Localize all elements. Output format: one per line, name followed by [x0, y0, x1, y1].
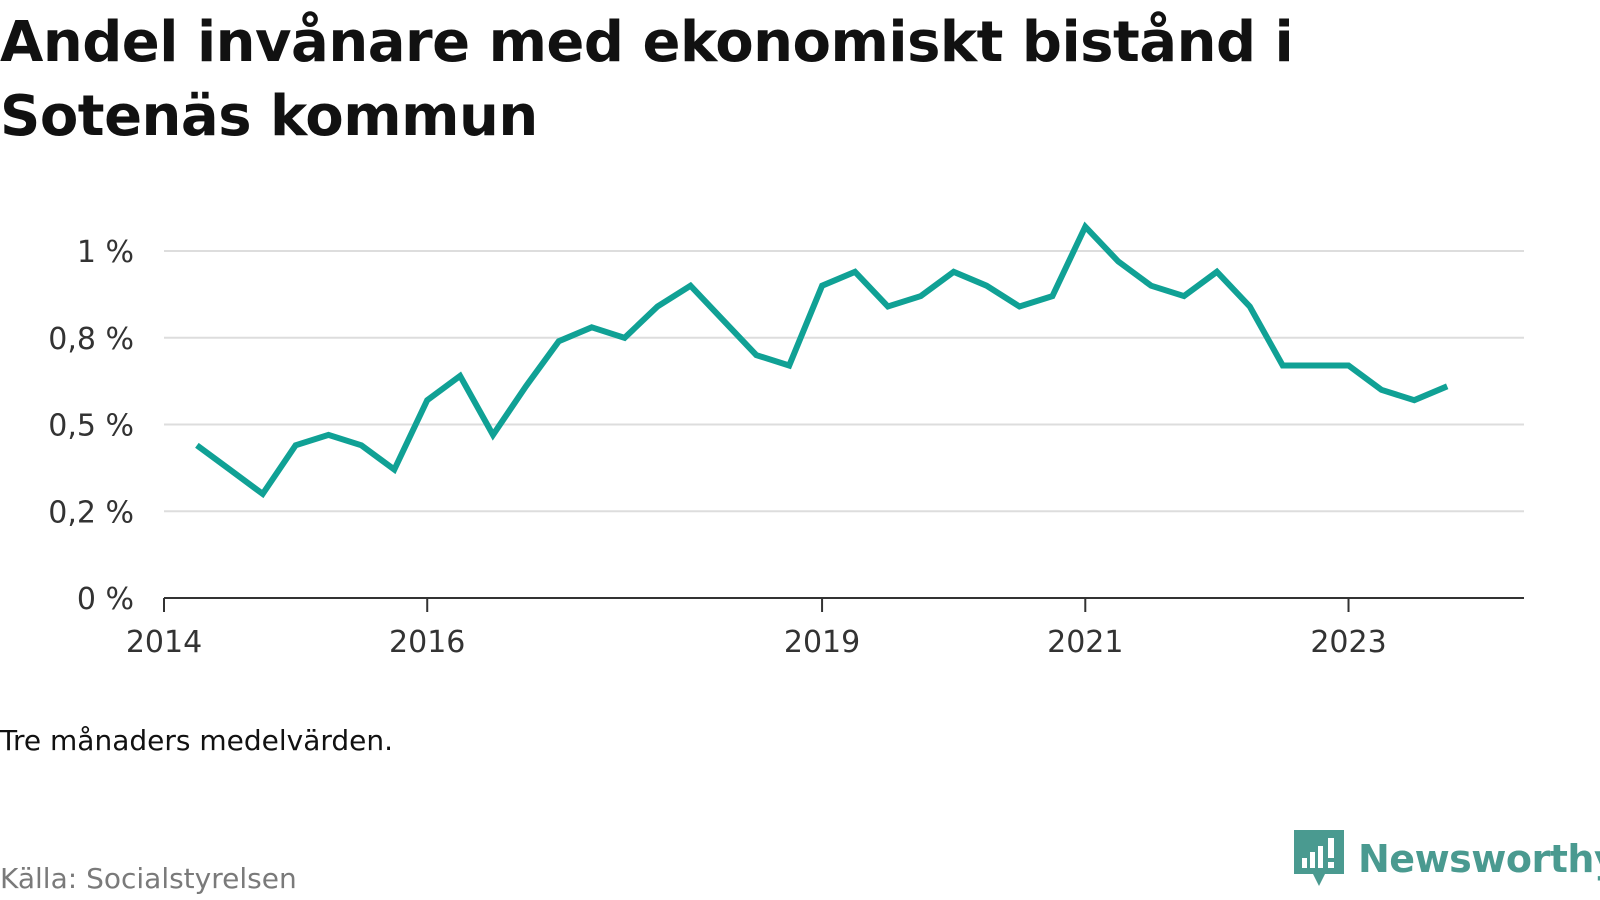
- y-tick-label: 0 %: [77, 582, 134, 617]
- newsworthy-logo-icon: [1294, 830, 1344, 886]
- y-tick-label: 0,8 %: [48, 322, 134, 357]
- series-layer: [195, 221, 1449, 499]
- x-tick-label: 2014: [126, 625, 202, 660]
- x-tick-label: 2023: [1310, 625, 1386, 660]
- line-chart: 0 %0,2 %0,5 %0,8 %1 % 2014 2016 2019 2021 20…: [48, 221, 1524, 660]
- x-axis: 2014 2016 2019 2021 2023: [126, 597, 1524, 660]
- x-tick-label: 2019: [784, 625, 860, 660]
- gridlines: [164, 250, 1524, 513]
- series-line: [195, 221, 1449, 499]
- brand-logo: Newsworthy: [1294, 830, 1600, 888]
- brand-name: Newsworthy: [1358, 837, 1600, 881]
- chart-note: Tre månaders medelvärden.: [0, 724, 394, 757]
- x-tick-label: 2021: [1047, 625, 1123, 660]
- y-axis-tick-labels: 0 % 0,2 % 0,5 % 0,8 % 1 %: [48, 235, 134, 617]
- x-tick-label: 2016: [389, 625, 465, 660]
- source-credit: Källa: Socialstyrelsen: [0, 862, 297, 895]
- y-tick-label: 0,2 %: [48, 495, 134, 530]
- chart-title: Andel invånare med ekonomiskt bistånd i …: [0, 10, 1294, 149]
- y-tick-label: 0,5 %: [48, 409, 134, 444]
- y-tick-label: 1 %: [77, 235, 134, 270]
